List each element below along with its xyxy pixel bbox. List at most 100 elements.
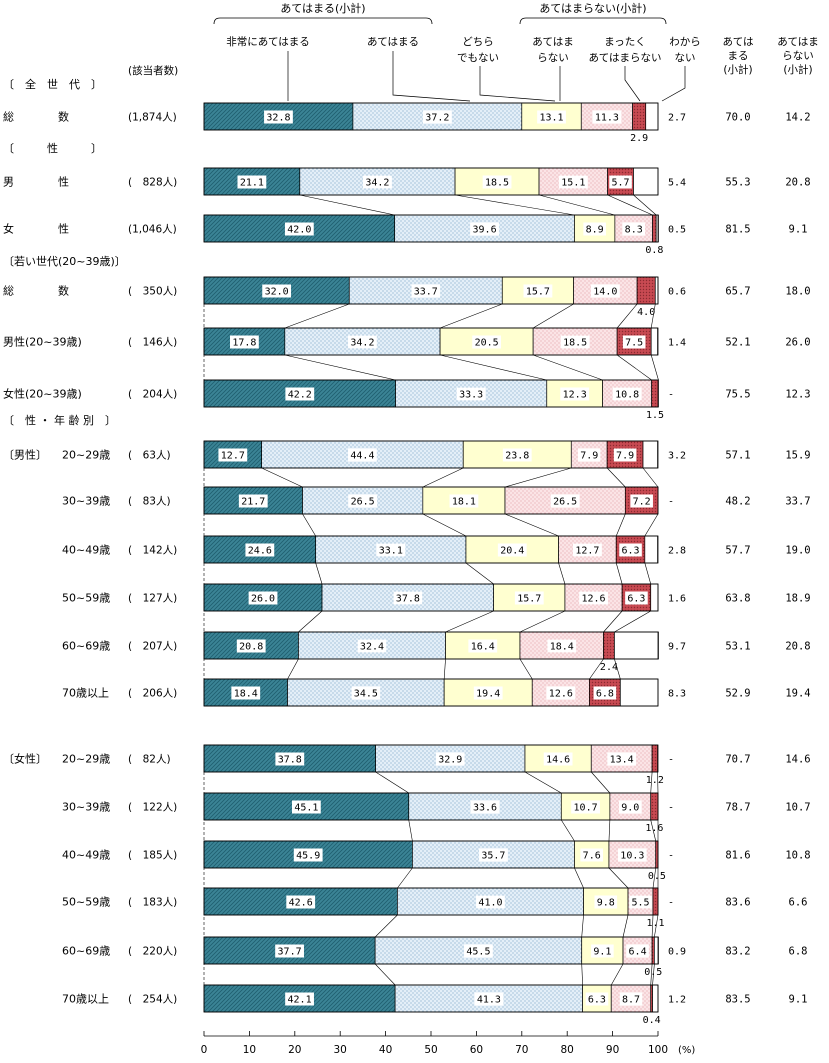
row-n: ( 220人) — [128, 946, 177, 958]
connector-line — [622, 914, 629, 938]
segment-label-s1: 45.1 — [294, 803, 318, 814]
segment-label-bg — [470, 222, 499, 236]
segment-label-bg — [286, 895, 316, 909]
row-sum-agree: 70.0 — [725, 112, 750, 124]
row-label: 20~29歳 — [62, 449, 110, 462]
segment-label-s6: 1.2 — [668, 995, 686, 1006]
segment-label-s4: 12.7 — [575, 546, 599, 557]
sum-agree-header: あてはまる(小計) — [722, 36, 753, 76]
row-label: 総 数 — [3, 110, 69, 124]
segment-label-bg — [275, 944, 304, 958]
segment-label-s2: 34.2 — [365, 178, 389, 189]
sum-disagree-header: あてはまらない(小計) — [777, 36, 819, 76]
row-n: ( 350人) — [128, 286, 177, 298]
row-label: 60~69歳 — [62, 945, 110, 958]
segment-label-bg — [275, 752, 305, 766]
segment-label-s6: - — [668, 851, 674, 862]
bar-segment-s6 — [652, 984, 659, 1013]
segment-label-s3: 23.8 — [505, 451, 529, 462]
segment-label-bg — [422, 110, 452, 124]
row-sum-agree: 70.7 — [725, 754, 750, 766]
connector-line — [652, 963, 655, 986]
n-header: (該当者数) — [128, 64, 178, 77]
segment-label-s4: 10.8 — [615, 390, 639, 401]
connector-line — [519, 610, 566, 633]
segment-label-s2: 33.7 — [414, 287, 438, 298]
segment-label-s6: - — [668, 755, 674, 766]
segment-label-s3: 20.4 — [500, 546, 524, 557]
segment-label-s5: 6.3 — [622, 546, 640, 557]
connector-line — [532, 303, 574, 329]
segment-label-bg — [230, 335, 259, 349]
connector-line — [298, 610, 323, 633]
connector-line — [652, 867, 657, 889]
connector-line — [650, 819, 657, 842]
segment-label-s6: 8.3 — [668, 689, 686, 700]
segment-label-s2: 39.6 — [473, 225, 497, 236]
segment-label-s4: 7.9 — [580, 451, 598, 462]
connector-line — [455, 194, 575, 216]
segment-label-bg — [456, 387, 486, 401]
series-header-text: あてはまる — [367, 36, 419, 48]
bar-row — [203, 887, 659, 916]
bar-outline — [203, 936, 659, 965]
segment-label-s6: 1.4 — [668, 338, 686, 349]
segment-label-bg — [474, 992, 504, 1006]
row-n: ( 185人) — [128, 850, 177, 862]
connector-line — [614, 658, 621, 680]
x-tick-label: 0 — [201, 1044, 208, 1056]
row-sum-disagree: 9.1 — [789, 224, 808, 236]
segment-label-s5: 5.7 — [612, 178, 630, 189]
bar-segment-s6 — [650, 327, 658, 356]
bar-segment-s6 — [650, 583, 659, 612]
row-sum-agree: 75.5 — [725, 389, 750, 401]
x-tick-label: 80 — [561, 1044, 574, 1056]
bar-row — [203, 678, 659, 707]
connector-line — [374, 914, 398, 938]
row-sum-agree: 57.7 — [725, 545, 750, 557]
bar-segment-s5 — [652, 214, 657, 243]
connector-line — [504, 513, 559, 537]
segment-label-s1: 20.8 — [239, 642, 263, 653]
row-label: 50~59歳 — [62, 592, 110, 605]
bar-segment-s6 — [644, 535, 658, 564]
row-sum-disagree: 6.8 — [789, 946, 808, 958]
bar-outline — [203, 984, 659, 1013]
segment-label-bg — [236, 639, 266, 653]
segment-label-s4: 12.6 — [581, 594, 605, 605]
series-leader-line — [479, 66, 556, 102]
segment-label-bg — [248, 591, 278, 605]
series-leader-line — [661, 66, 686, 102]
segment-label-s4: 6.4 — [629, 947, 647, 958]
connector-line — [533, 354, 603, 381]
bar-outline — [203, 276, 659, 305]
segment-label-bg — [237, 175, 267, 189]
segment-label-s5: 0.4 — [643, 1015, 661, 1026]
x-axis-unit: (%) — [678, 1045, 695, 1056]
bar-segment-s3 — [501, 276, 574, 305]
segment-label-s4: 11.3 — [595, 113, 619, 124]
row-n: ( 828人) — [128, 177, 177, 189]
row-sum-agree: 55.3 — [725, 177, 750, 189]
row-label: 男 性 — [3, 175, 69, 189]
connector-line — [615, 562, 623, 585]
connector-line — [574, 867, 584, 889]
x-tick-label: 100 — [648, 1044, 668, 1056]
bar-row — [203, 792, 659, 821]
series-leader-line — [392, 51, 471, 102]
row-n: ( 206人) — [128, 688, 177, 700]
connector-line — [581, 963, 583, 986]
segment-label-bg — [619, 543, 642, 557]
bar-segment-s5 — [650, 792, 659, 821]
segment-label-s3: 9.1 — [593, 947, 611, 958]
segment-label-s4: 12.6 — [549, 689, 573, 700]
sum-disagree-header-text: らない — [782, 50, 814, 62]
segment-label-bg — [357, 639, 387, 653]
segment-label-s5: 0.8 — [645, 245, 663, 256]
segment-label-s2: 26.5 — [351, 497, 375, 508]
segment-label-s1: 18.4 — [234, 689, 258, 700]
series-header-text: ない — [675, 52, 696, 64]
segment-label-s5: 6.8 — [596, 689, 614, 700]
